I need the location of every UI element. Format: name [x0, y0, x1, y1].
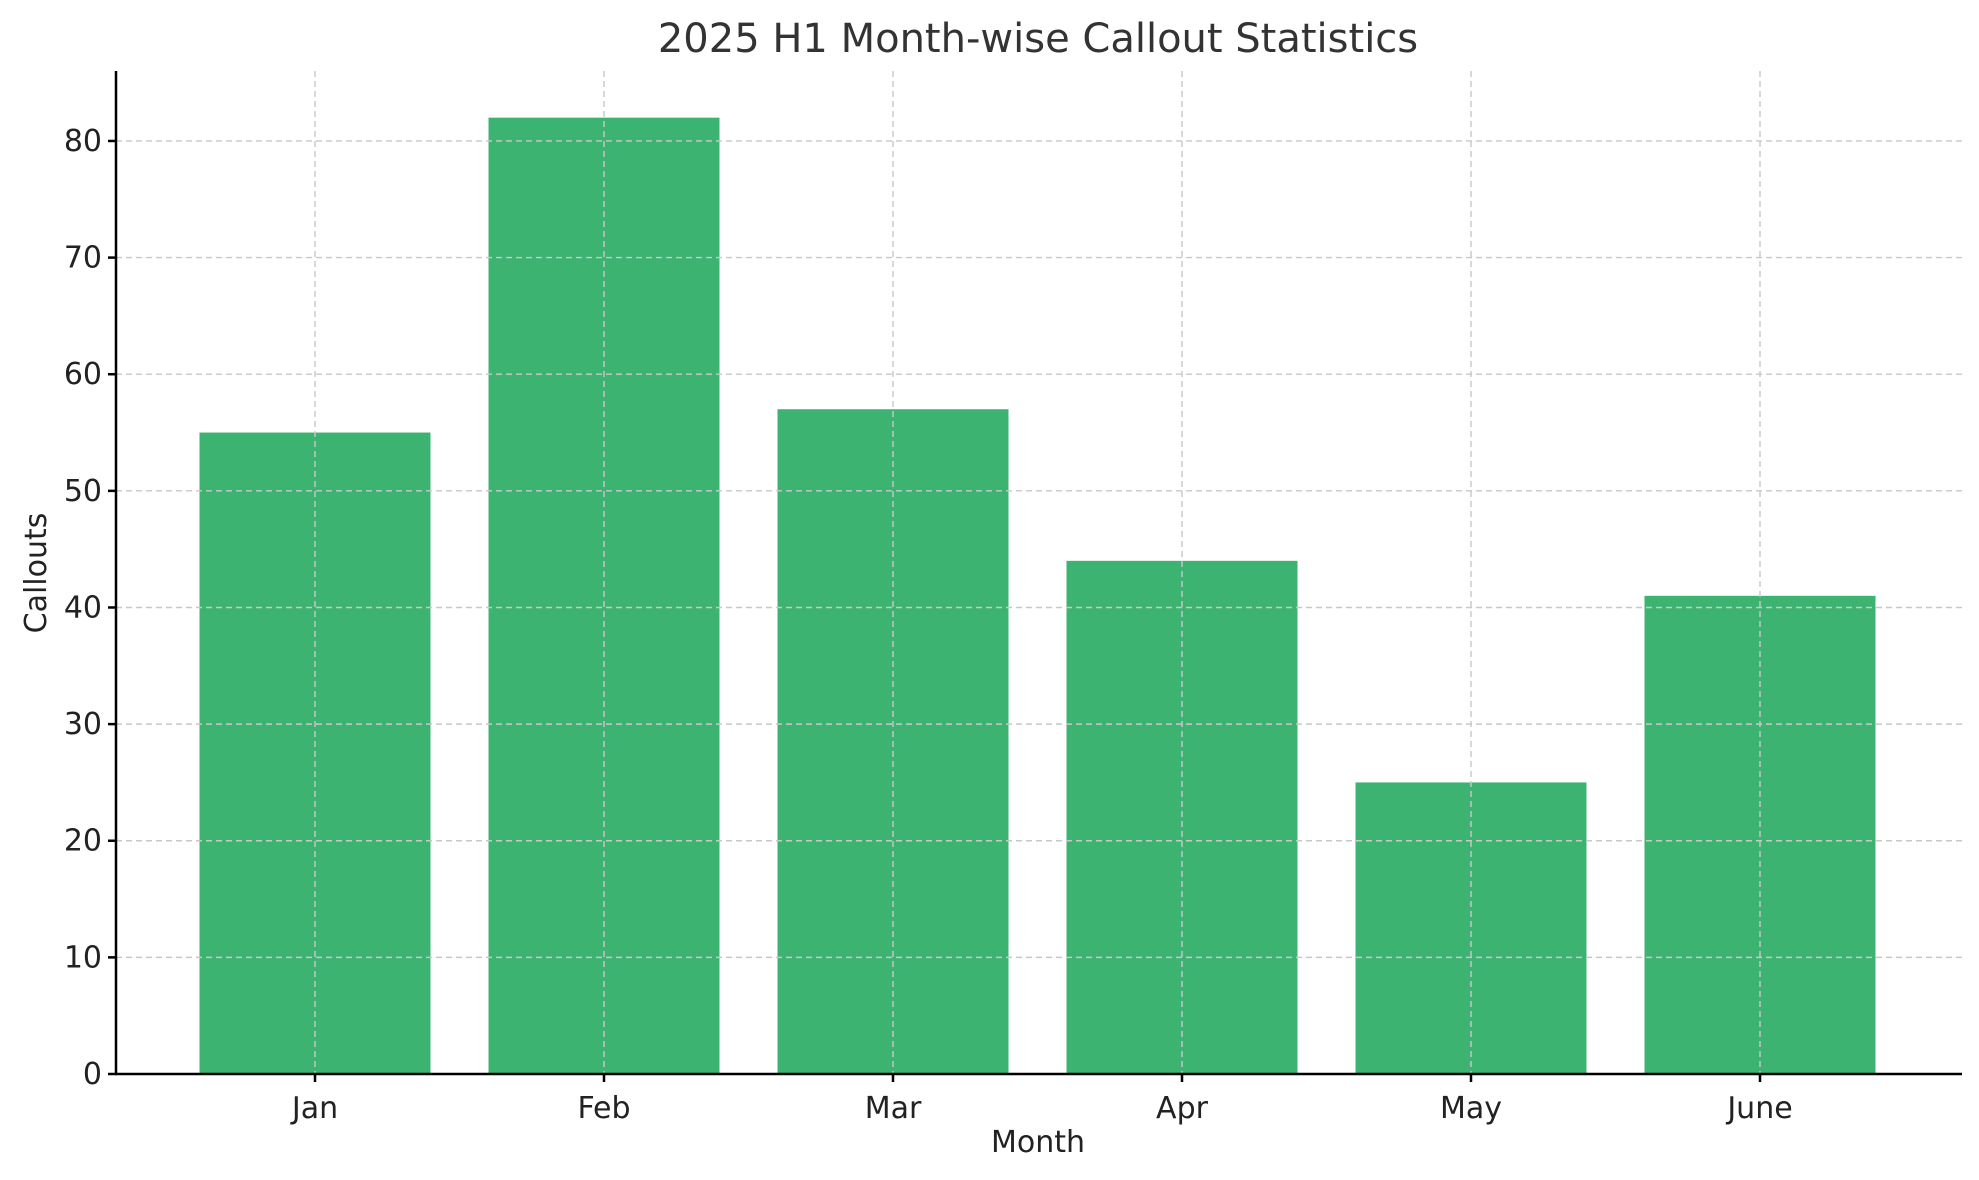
y-tick-label: 60	[64, 357, 102, 392]
x-tick-label-may: May	[1440, 1091, 1502, 1126]
y-tick-label: 50	[64, 474, 102, 509]
bars	[199, 117, 1876, 1074]
x-tick-label-jan: Jan	[290, 1091, 338, 1126]
y-tick-labels: 0 10 20 30 40 50 60 70 80	[64, 124, 102, 1092]
y-tick-label: 10	[64, 940, 102, 975]
y-tick-label: 40	[64, 590, 102, 625]
grid-lines	[116, 71, 1962, 1074]
y-tick-label: 20	[64, 824, 102, 859]
x-tick-label-june: June	[1725, 1091, 1792, 1126]
y-tick-label: 0	[83, 1057, 102, 1092]
y-axis-label: Callouts	[19, 513, 54, 634]
bar-apr	[1066, 560, 1298, 1074]
y-tick-label: 80	[64, 124, 102, 159]
y-tick-label: 70	[64, 241, 102, 276]
y-tick-label: 30	[64, 707, 102, 742]
x-tick-label-mar: Mar	[865, 1091, 922, 1126]
x-tick-label-apr: Apr	[1156, 1091, 1209, 1126]
axes	[108, 71, 1962, 1082]
chart-title: 2025 H1 Month-wise Callout Statistics	[658, 16, 1418, 62]
x-axis-label: Month	[991, 1125, 1085, 1160]
x-tick-label-feb: Feb	[577, 1091, 630, 1126]
x-tick-labels: Jan Feb Mar Apr May June	[290, 1091, 1793, 1126]
